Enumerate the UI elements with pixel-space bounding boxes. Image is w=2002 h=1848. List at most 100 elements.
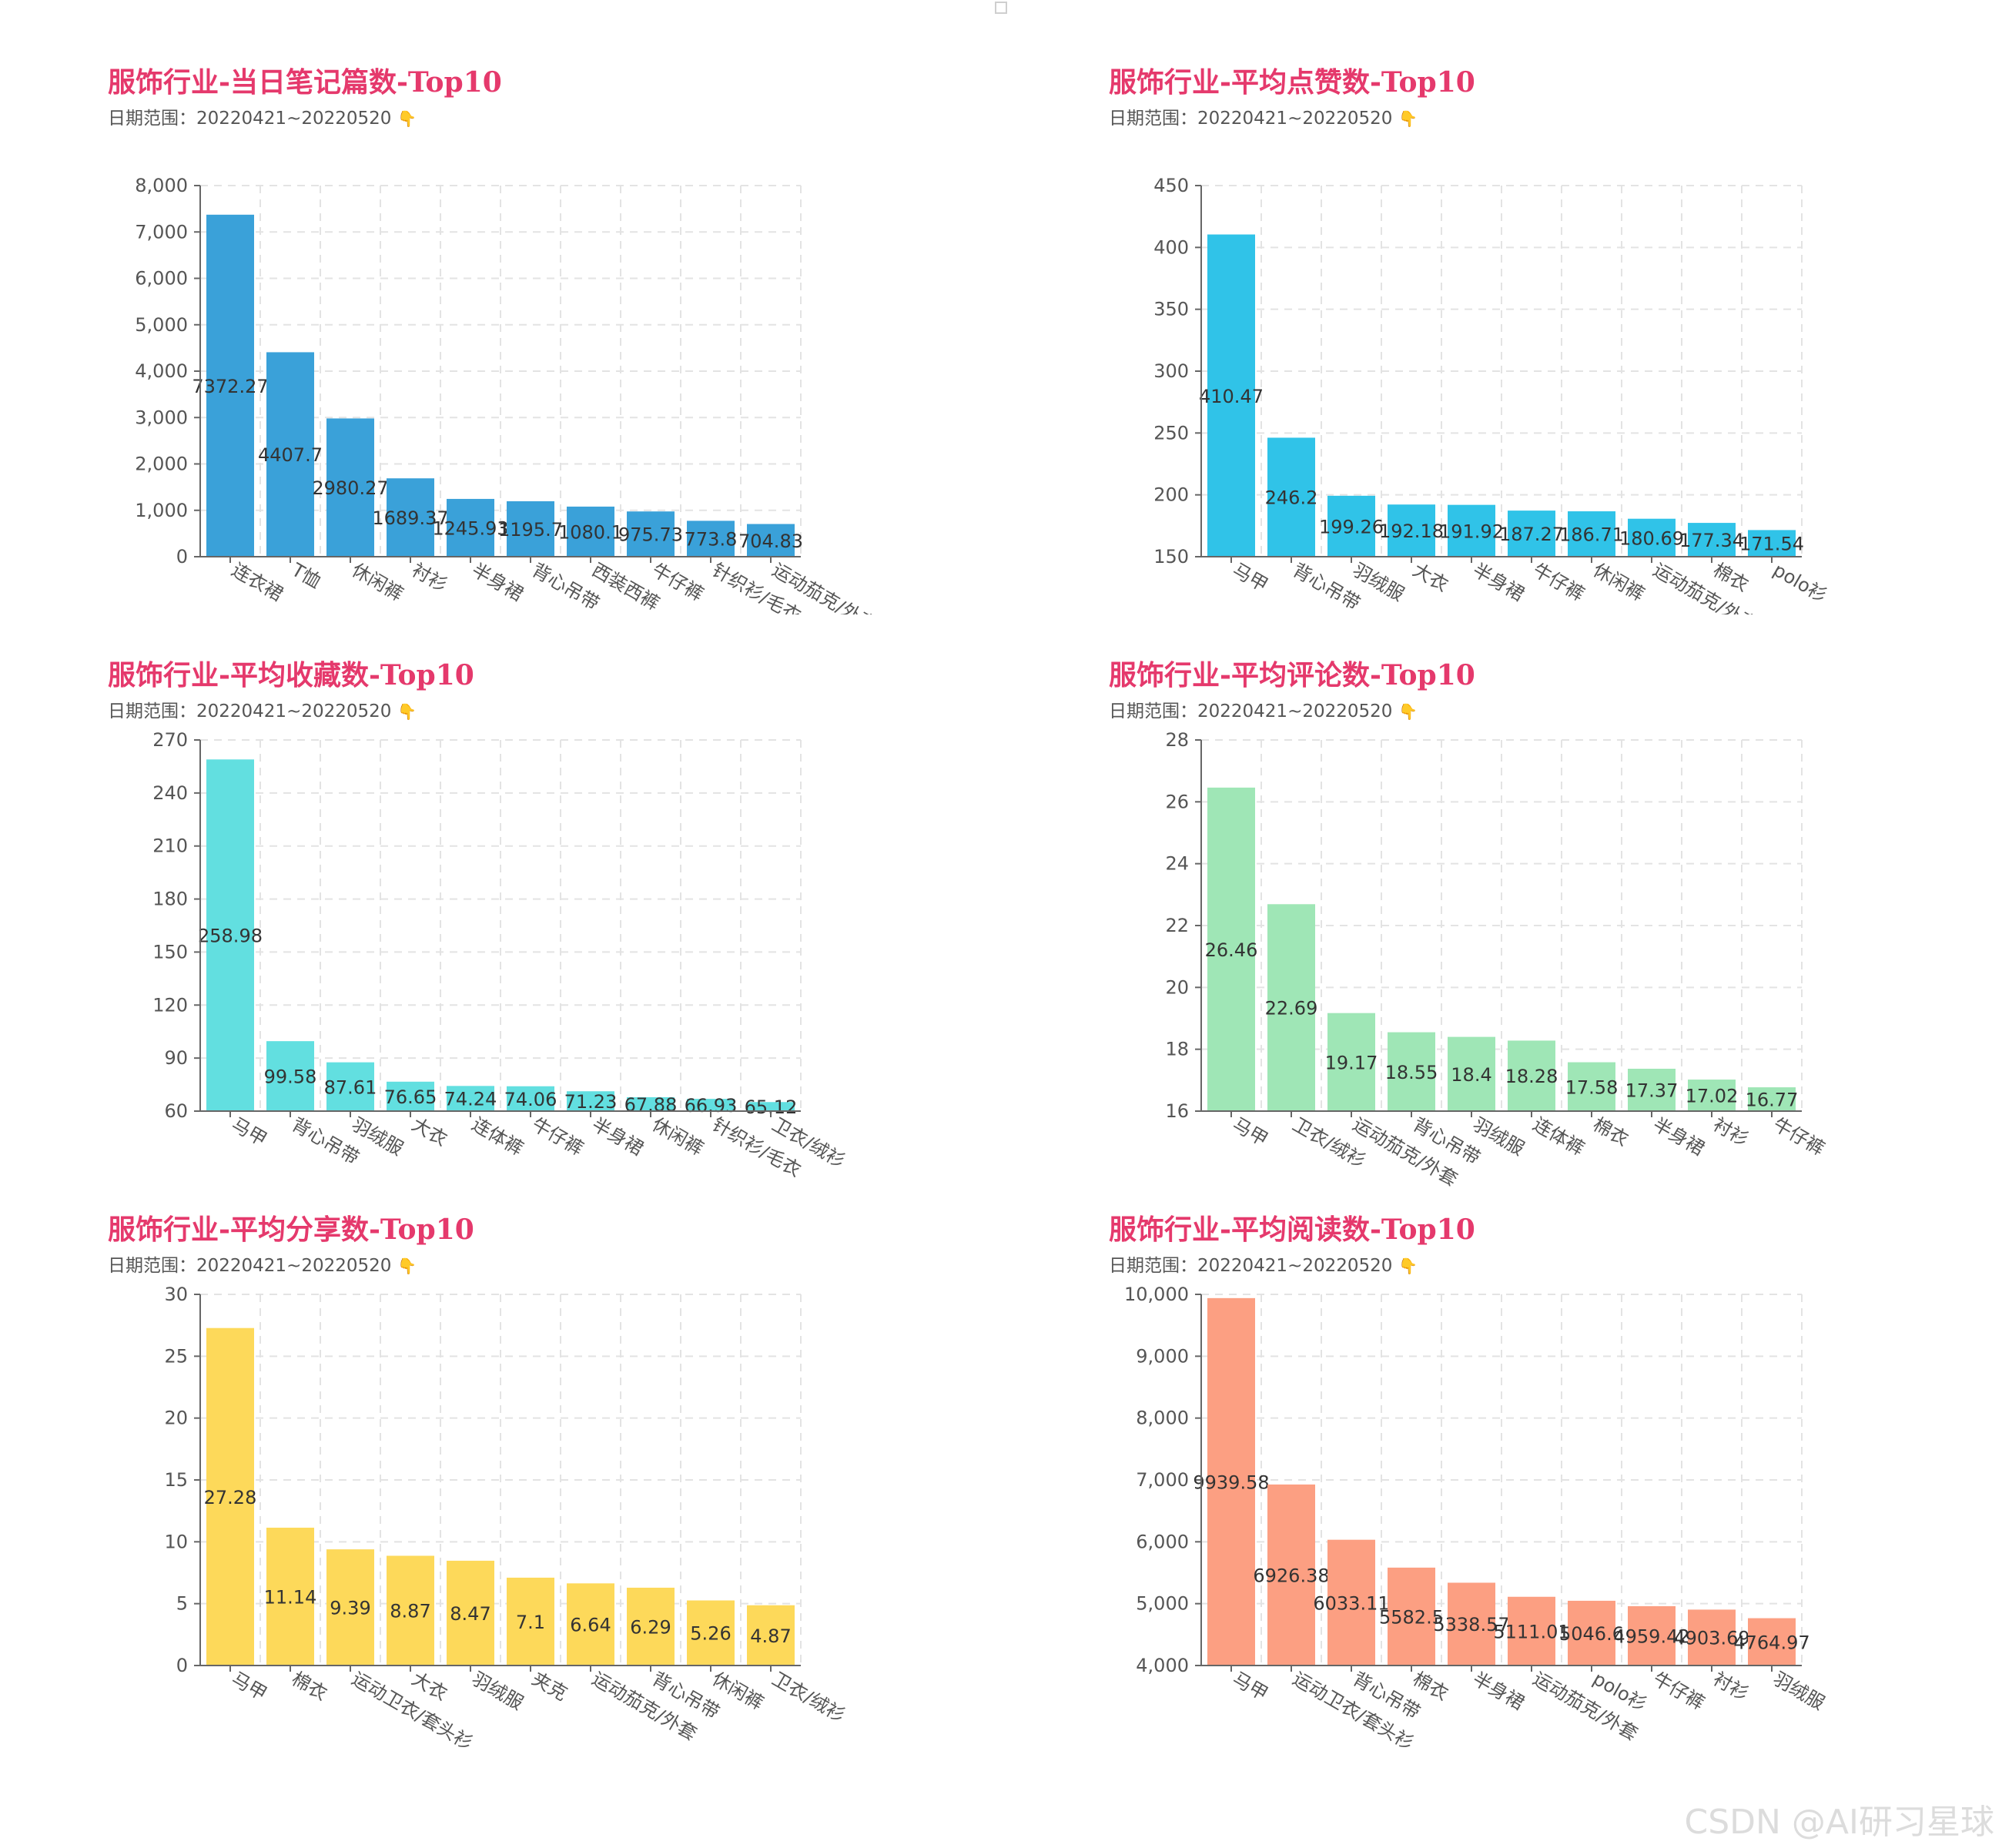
x-category-label: 半身裙: [468, 559, 527, 605]
x-category-label: 连体裤: [468, 1113, 527, 1160]
bar-value-label: 410.47: [1199, 386, 1264, 407]
bar: [1327, 1539, 1375, 1666]
bar: [326, 418, 374, 557]
y-tick-label: 30: [164, 1284, 188, 1305]
chart-subtitle: 日期范围：20220421~20220520 👇: [108, 696, 417, 722]
bar-value-label: 6.64: [570, 1615, 611, 1636]
x-category-label: 西装西裤: [588, 559, 663, 614]
bar: [1207, 787, 1255, 1111]
bar-value-label: 199.26: [1319, 516, 1384, 537]
bar: [387, 478, 434, 557]
chart-title: 服饰行业-当日笔记篇数-Top10: [108, 66, 502, 99]
bar: [687, 1600, 735, 1666]
x-category-label: 牛仔裤: [528, 1113, 587, 1160]
bar: [447, 498, 494, 557]
x-category-label: 牛仔裤: [1529, 559, 1588, 605]
y-tick-label: 24: [1165, 853, 1189, 875]
x-category-label: 背心吊带: [528, 559, 603, 614]
y-tick-label: 10: [164, 1531, 188, 1552]
bar-value-label: 187.27: [1499, 524, 1564, 545]
bar: [1388, 504, 1435, 557]
bar-value-label: 18.28: [1505, 1066, 1558, 1087]
date-range-text: 日期范围：20220421~20220520: [1109, 109, 1393, 129]
bar-value-label: 258.98: [198, 926, 263, 947]
x-category-label: 衬衫: [1709, 1113, 1753, 1150]
bar: [507, 500, 554, 557]
y-tick-label: 8,000: [1136, 1408, 1189, 1429]
y-tick-label: 200: [1153, 484, 1189, 506]
bar-value-label: 6.29: [630, 1616, 671, 1638]
y-tick-label: 20: [164, 1408, 188, 1429]
y-tick-label: 450: [1153, 175, 1189, 196]
pointing-down-icon: 👇: [397, 109, 417, 128]
bar-value-label: 4903.69: [1673, 1628, 1749, 1649]
pointing-down-icon: 👇: [1398, 109, 1418, 128]
pointing-down-icon: 👇: [397, 702, 417, 721]
x-category-label: 马甲: [1229, 1113, 1272, 1150]
bar: [1327, 495, 1375, 557]
y-tick-label: 0: [176, 546, 188, 567]
bar: [1327, 1013, 1375, 1111]
chart-panel-avg-reads: 服饰行业-平均阅读数-Top10 日期范围：20220421~20220520 👇…: [1109, 1207, 2002, 1762]
bar-value-label: 74.24: [444, 1089, 497, 1110]
bar-value-label: 87.61: [324, 1076, 377, 1098]
x-category-label: 马甲: [228, 1668, 271, 1705]
bar: [1207, 1297, 1255, 1666]
bar-value-label: 7.1: [516, 1612, 545, 1633]
chart-subtitle: 日期范围：20220421~20220520 👇: [108, 1250, 417, 1277]
y-tick-label: 16: [1165, 1100, 1189, 1122]
bar: [567, 1583, 614, 1666]
chart-title: 服饰行业-平均评论数-Top10: [1109, 659, 1475, 691]
bar-value-label: 171.54: [1739, 534, 1804, 555]
pointing-down-icon: 👇: [1398, 1257, 1418, 1275]
date-range-text: 日期范围：20220421~20220520: [108, 1256, 392, 1276]
chart-panel-avg-comments: 服饰行业-平均评论数-Top10 日期范围：20220421~20220520 👇…: [1109, 653, 2002, 1207]
bar-value-label: 5111.01: [1493, 1621, 1569, 1642]
x-category-label: 羽绒服: [1769, 1668, 1828, 1714]
y-tick-label: 15: [164, 1469, 188, 1491]
bar-value-label: 4407.7: [258, 444, 323, 466]
y-tick-label: 120: [152, 994, 188, 1016]
bar-value-label: 27.28: [204, 1487, 257, 1508]
x-category-label: 连衣裙: [228, 559, 286, 605]
bar: [1508, 511, 1555, 557]
bar-value-label: 19.17: [1325, 1052, 1378, 1073]
bar-chart: 0 1,000 2,000 3,000 4,000 5,000 6,000 7,000 8,00…: [135, 175, 880, 614]
y-tick-label: 5,000: [1136, 1593, 1189, 1615]
bar-value-label: 74.06: [504, 1089, 557, 1110]
bar-value-label: 4959.42: [1613, 1625, 1689, 1647]
bar: [567, 1091, 614, 1111]
y-tick-label: 350: [1153, 299, 1189, 320]
bar-value-label: 180.69: [1619, 527, 1684, 549]
bar-value-label: 9.39: [330, 1598, 370, 1619]
chart-subtitle: 日期范围：20220421~20220520 👇: [1109, 696, 1418, 722]
bar-value-label: 1195.7: [498, 519, 563, 541]
bar-chart: 16 18 20 22 24 26 28 26.46 22.69 19.17 18.55 18.4 18…: [1165, 729, 1828, 1190]
bar: [1748, 1087, 1796, 1111]
bar-value-label: 16.77: [1746, 1090, 1799, 1111]
bar-value-label: 11.14: [264, 1587, 317, 1609]
bar-value-label: 246.2: [1265, 487, 1318, 509]
y-tick-label: 1,000: [135, 500, 188, 521]
x-category-label: 半身裙: [1469, 559, 1528, 605]
chart-subtitle: 日期范围：20220421~20220520 👇: [108, 103, 417, 129]
x-category-label: 背心吊带: [288, 1113, 363, 1169]
bar: [1628, 518, 1676, 557]
x-category-label: 半身裙: [588, 1113, 647, 1160]
bar-value-label: 26.46: [1205, 939, 1258, 961]
chart-panel-notes-count: 服饰行业-当日笔记篇数-Top10 日期范围：20220421~20220520…: [108, 60, 1063, 614]
chart-title: 服饰行业-平均阅读数-Top10: [1109, 1214, 1475, 1246]
y-tick-label: 300: [1153, 360, 1189, 382]
bar: [1568, 511, 1615, 557]
bar-value-label: 2980.27: [312, 477, 388, 499]
bar-value-label: 5.26: [690, 1623, 731, 1645]
bar: [567, 506, 614, 557]
y-tick-label: 400: [1153, 236, 1189, 258]
bar: [747, 1605, 795, 1666]
bar: [206, 759, 254, 1111]
bar-value-label: 704.83: [738, 531, 803, 552]
x-category-label: 马甲: [1229, 559, 1272, 596]
bar-value-label: 6926.38: [1253, 1565, 1329, 1586]
bar-value-label: 773.8: [685, 529, 738, 551]
bar: [206, 214, 254, 557]
